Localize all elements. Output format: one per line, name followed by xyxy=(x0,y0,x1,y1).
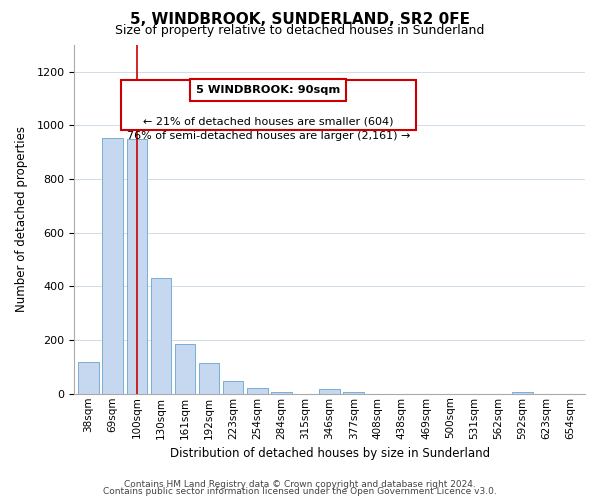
Bar xyxy=(271,392,292,394)
Bar xyxy=(343,392,364,394)
Y-axis label: Number of detached properties: Number of detached properties xyxy=(15,126,28,312)
Bar xyxy=(79,362,99,394)
Bar xyxy=(175,344,195,394)
Text: 5 WINDBROOK: 90sqm
← 21% of detached houses are smaller (604)
76% of semi-detach: 5 WINDBROOK: 90sqm ← 21% of detached hou… xyxy=(127,85,410,124)
Bar xyxy=(199,363,220,394)
Text: Contains public sector information licensed under the Open Government Licence v3: Contains public sector information licen… xyxy=(103,487,497,496)
Text: Contains HM Land Registry data © Crown copyright and database right 2024.: Contains HM Land Registry data © Crown c… xyxy=(124,480,476,489)
Bar xyxy=(103,138,123,394)
Bar xyxy=(127,139,147,394)
Bar xyxy=(319,389,340,394)
Bar xyxy=(512,392,533,394)
Text: 5 WINDBROOK: 90sqm: 5 WINDBROOK: 90sqm xyxy=(196,85,340,95)
Text: Size of property relative to detached houses in Sunderland: Size of property relative to detached ho… xyxy=(115,24,485,37)
Bar xyxy=(223,381,244,394)
X-axis label: Distribution of detached houses by size in Sunderland: Distribution of detached houses by size … xyxy=(170,447,490,460)
Text: ← 21% of detached houses are smaller (604)
76% of semi-detached houses are large: ← 21% of detached houses are smaller (60… xyxy=(127,116,410,141)
Bar xyxy=(247,388,268,394)
Text: 5, WINDBROOK, SUNDERLAND, SR2 0FE: 5, WINDBROOK, SUNDERLAND, SR2 0FE xyxy=(130,12,470,28)
Bar xyxy=(151,278,171,394)
